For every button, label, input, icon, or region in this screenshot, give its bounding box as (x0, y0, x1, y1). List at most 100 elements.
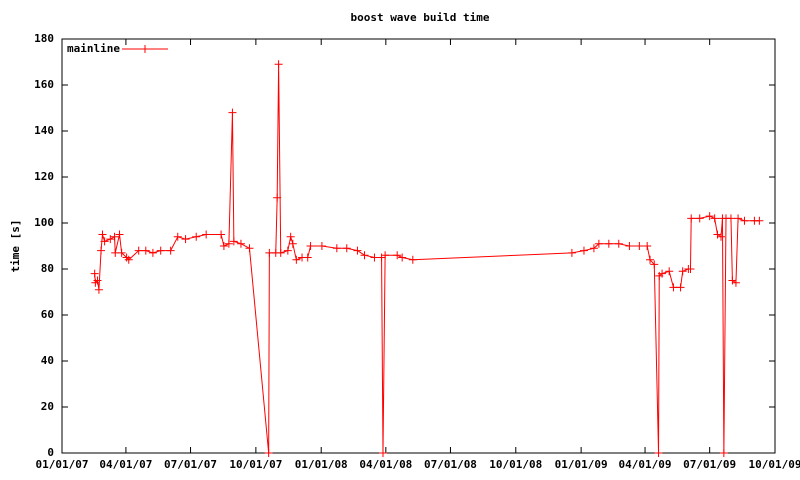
chart-title: boost wave build time (350, 11, 489, 24)
point-glyph (393, 251, 402, 260)
y-tick-label: 40 (41, 354, 54, 367)
point-glyph (134, 246, 143, 255)
point-glyph (236, 239, 245, 248)
plot-frame (61, 38, 776, 454)
point-glyph (273, 193, 282, 202)
data-point (288, 239, 297, 248)
data-point (192, 232, 201, 241)
point-glyph (217, 230, 226, 239)
data-point (97, 246, 106, 255)
point-glyph (734, 214, 743, 223)
point-glyph (686, 265, 695, 273)
y-tick-label: 100 (34, 216, 54, 229)
point-glyph (353, 246, 362, 255)
x-tick-label: 04/01/08 (359, 458, 412, 471)
point-glyph (370, 253, 379, 262)
x-tick-label: 04/01/09 (619, 458, 672, 471)
point-glyph (695, 214, 704, 223)
data-point (283, 246, 292, 255)
data-point (117, 248, 126, 257)
data-point (378, 449, 387, 457)
data-point (173, 232, 182, 241)
data-point (292, 255, 301, 264)
point-glyph (665, 267, 674, 276)
point-glyph (97, 246, 106, 255)
x-tick-label: 10/01/07 (229, 458, 282, 471)
data-point (408, 255, 417, 264)
x-tick-label: 04/01/07 (99, 458, 152, 471)
point-glyph (219, 242, 228, 250)
point-glyph (202, 230, 211, 239)
x-tick-label: 10/01/09 (749, 458, 800, 471)
data-point (650, 260, 659, 269)
point-glyph (654, 449, 663, 457)
data-point (589, 244, 598, 253)
data-point (93, 276, 102, 285)
point-glyph (705, 212, 714, 221)
data-point (306, 242, 315, 250)
point-glyph (646, 255, 655, 264)
point-glyph (306, 242, 315, 250)
point-glyph (228, 108, 237, 117)
point-glyph (687, 214, 696, 223)
point-glyph (579, 246, 588, 255)
data-point (710, 214, 719, 223)
data-point (635, 242, 644, 250)
data-point (94, 285, 103, 294)
y-tick-label: 180 (34, 32, 54, 45)
data-point (106, 235, 115, 244)
point-glyph (98, 230, 107, 239)
y-tick-label: 0 (47, 446, 54, 459)
data-point (228, 108, 237, 117)
data-point (686, 265, 695, 273)
data-point (755, 216, 764, 225)
point-glyph (676, 283, 685, 292)
point-glyph (276, 248, 285, 257)
point-glyph (589, 244, 598, 253)
data-point (678, 267, 687, 276)
data-point (398, 253, 407, 262)
point-glyph (726, 214, 735, 223)
x-tick-label: 07/01/08 (424, 458, 477, 471)
point-glyph (650, 260, 659, 269)
data-point (90, 269, 99, 278)
point-glyph (678, 267, 687, 276)
point-glyph (658, 269, 667, 278)
point-glyph (381, 251, 390, 260)
data-point (687, 214, 696, 223)
data-point (274, 60, 283, 69)
point-glyph (614, 239, 623, 248)
data-point (719, 449, 728, 457)
data-point (124, 255, 133, 264)
point-glyph (90, 269, 99, 278)
data-point (276, 248, 285, 257)
data-point (654, 449, 663, 457)
point-glyph (124, 255, 133, 264)
point-glyph (342, 244, 351, 253)
legend-label: mainline (67, 42, 120, 55)
data-point (273, 193, 282, 202)
data-point (717, 232, 726, 241)
point-glyph (719, 449, 728, 457)
point-glyph (317, 242, 326, 250)
data-point (381, 251, 390, 260)
y-tick-label: 80 (41, 262, 54, 275)
data-point (705, 212, 714, 221)
x-tick-label: 01/01/08 (295, 458, 348, 471)
point-glyph (283, 246, 292, 255)
data-point (370, 253, 379, 262)
data-point (224, 239, 233, 248)
data-point (567, 248, 576, 257)
data-point (100, 237, 109, 246)
series-line (94, 64, 760, 454)
point-glyph (224, 239, 233, 248)
data-point (110, 232, 119, 241)
point-glyph (594, 239, 603, 248)
data-point (734, 214, 743, 223)
data-point (141, 246, 150, 255)
point-glyph (173, 232, 182, 241)
data-point (579, 246, 588, 255)
point-glyph (360, 251, 369, 260)
data-point (393, 251, 402, 260)
data-point (695, 214, 704, 223)
